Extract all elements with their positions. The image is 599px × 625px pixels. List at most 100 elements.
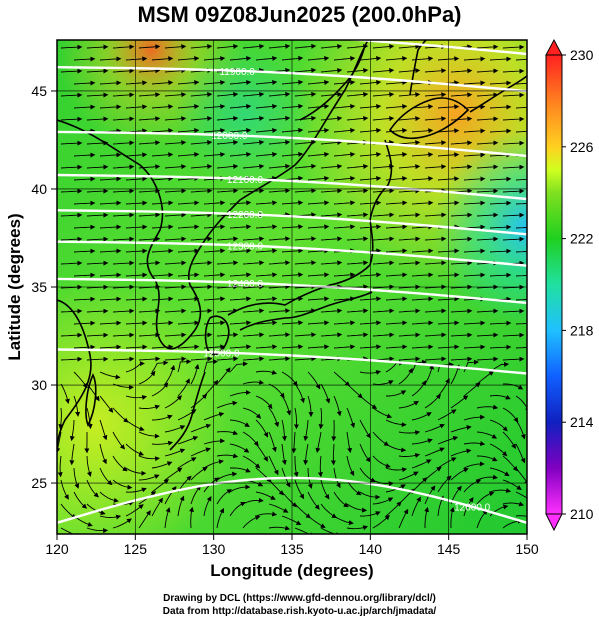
- streamline: [99, 224, 122, 230]
- streamline: [359, 467, 376, 483]
- streamline: [372, 380, 394, 385]
- streamline: [398, 212, 421, 218]
- streamline: [359, 491, 381, 500]
- streamline: [151, 414, 173, 421]
- streamline: [99, 56, 122, 62]
- streamline: [151, 128, 174, 134]
- map-title: MSM 09Z08Jun2025 (200.0hPa): [137, 2, 462, 27]
- streamline: [151, 200, 174, 206]
- streamline: [138, 236, 161, 242]
- streamline: [385, 272, 408, 278]
- streamline: [177, 296, 200, 302]
- streamline: [203, 320, 226, 326]
- streamline: [476, 164, 499, 170]
- y-axis-ticks: 25 30 35 40 45: [31, 83, 57, 491]
- streamline: [86, 68, 109, 74]
- streamline: [450, 308, 473, 314]
- x-tick-label: 125: [124, 541, 148, 557]
- streamline: [99, 320, 122, 326]
- streamline: [255, 103, 278, 109]
- streamline: [112, 92, 135, 98]
- streamline: [307, 200, 330, 206]
- streamline: [73, 176, 96, 182]
- streamline: [450, 260, 473, 266]
- streamline: [86, 356, 109, 362]
- streamline: [268, 503, 289, 513]
- streamline: [398, 236, 421, 242]
- streamline: [164, 212, 187, 218]
- streamline: [60, 503, 77, 519]
- streamline: [502, 501, 525, 507]
- streamline: [307, 55, 330, 61]
- streamline: [203, 104, 226, 110]
- streamline: [424, 447, 445, 457]
- streamline: [99, 176, 122, 182]
- streamline: [307, 151, 330, 157]
- streamline: [346, 188, 369, 194]
- streamline: [268, 332, 291, 338]
- streamline: [99, 467, 113, 486]
- streamline: [333, 467, 341, 489]
- colorbar: 230 226 222 218 214 210: [545, 38, 594, 532]
- streamline: [411, 477, 428, 493]
- streamline: [320, 332, 343, 338]
- streamline: [385, 501, 402, 517]
- streamline: [372, 260, 395, 266]
- streamline: [229, 467, 251, 473]
- streamline: [138, 308, 161, 314]
- streamline: [138, 455, 160, 462]
- streamline: [333, 272, 356, 278]
- streamline: [346, 236, 369, 242]
- streamline: [294, 163, 317, 169]
- streamline: [125, 56, 148, 62]
- streamline: [515, 299, 527, 301]
- streamline: [424, 92, 447, 98]
- streamline: [411, 176, 434, 182]
- streamline: [125, 272, 148, 278]
- streamline: [385, 467, 408, 473]
- streamline: [203, 152, 226, 158]
- streamline: [502, 68, 525, 74]
- streamline: [320, 188, 343, 194]
- streamline: [164, 356, 187, 362]
- streamline: [476, 68, 499, 74]
- streamline: [424, 164, 447, 170]
- streamline: [125, 176, 148, 182]
- streamline: [476, 212, 499, 218]
- hokkaido: [388, 97, 470, 140]
- streamline: [99, 104, 122, 110]
- streamline: [320, 91, 343, 97]
- streamline: [502, 188, 525, 194]
- streamline: [424, 423, 445, 433]
- streamline: [411, 248, 434, 254]
- streamline: [177, 359, 192, 373]
- streamline: [112, 260, 135, 266]
- streamline: [318, 407, 324, 430]
- streamline: [203, 80, 226, 86]
- streamline: [112, 44, 135, 50]
- streamline: [229, 248, 252, 254]
- streamline: [411, 320, 434, 326]
- streamline: [242, 356, 265, 362]
- streamline: [411, 272, 434, 278]
- streamline: [437, 435, 459, 445]
- streamline: [189, 506, 194, 529]
- streamline: [138, 510, 151, 529]
- streamline: [450, 356, 473, 362]
- streamline: [502, 332, 525, 338]
- streamline: [242, 308, 265, 314]
- streamline: [333, 127, 356, 133]
- streamline: [333, 151, 356, 157]
- streamline: [346, 525, 369, 531]
- streamline: [164, 260, 187, 266]
- streamline: [86, 455, 92, 477]
- streamline: [450, 425, 472, 433]
- streamline: [372, 308, 395, 314]
- streamline: [385, 296, 408, 302]
- streamline: [151, 56, 174, 62]
- y-tick-label: 45: [31, 83, 47, 99]
- streamline: [294, 332, 317, 338]
- streamline: [268, 139, 291, 145]
- streamline: [86, 116, 109, 122]
